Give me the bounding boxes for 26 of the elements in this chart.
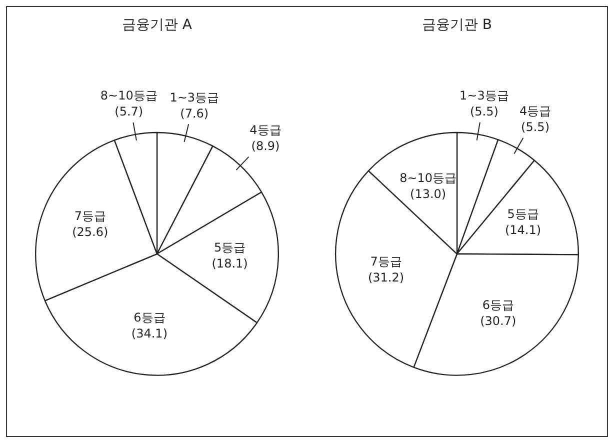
chart-title: 금융기관 B <box>422 17 492 34</box>
data-label: (14.1) <box>504 223 542 238</box>
data-label: (18.1) <box>212 256 248 271</box>
slice-label: 6등급 <box>134 310 166 324</box>
data-label: (5.5) <box>521 120 550 134</box>
data-label: (34.1) <box>131 326 168 340</box>
slice-label: 8~10등급 <box>400 171 457 186</box>
chart-title: 금융기관 A <box>122 17 192 34</box>
data-label: (30.7) <box>480 314 516 328</box>
slice-label: 5등급 <box>214 240 246 255</box>
data-label: (31.2) <box>368 270 404 284</box>
slice-label: 1~3등급 <box>170 90 220 104</box>
slice-label: 8~10등급 <box>100 88 158 103</box>
slice-label: 6등급 <box>482 298 514 312</box>
data-label: (7.6) <box>180 106 209 120</box>
slice-label: 1~3등급 <box>459 88 509 102</box>
slice-label: 5등급 <box>507 207 539 222</box>
slice-label: 4등급 <box>519 104 552 118</box>
slice-label: 7등급 <box>74 209 106 224</box>
data-label: (25.6) <box>72 225 108 240</box>
data-label: (5.5) <box>470 104 498 118</box>
data-label: (5.7) <box>114 104 144 119</box>
slice-label: 7등급 <box>370 254 402 268</box>
data-label: (13.0) <box>410 187 446 202</box>
slice-label: 4등급 <box>250 122 282 137</box>
data-label: (8.9) <box>251 138 280 153</box>
